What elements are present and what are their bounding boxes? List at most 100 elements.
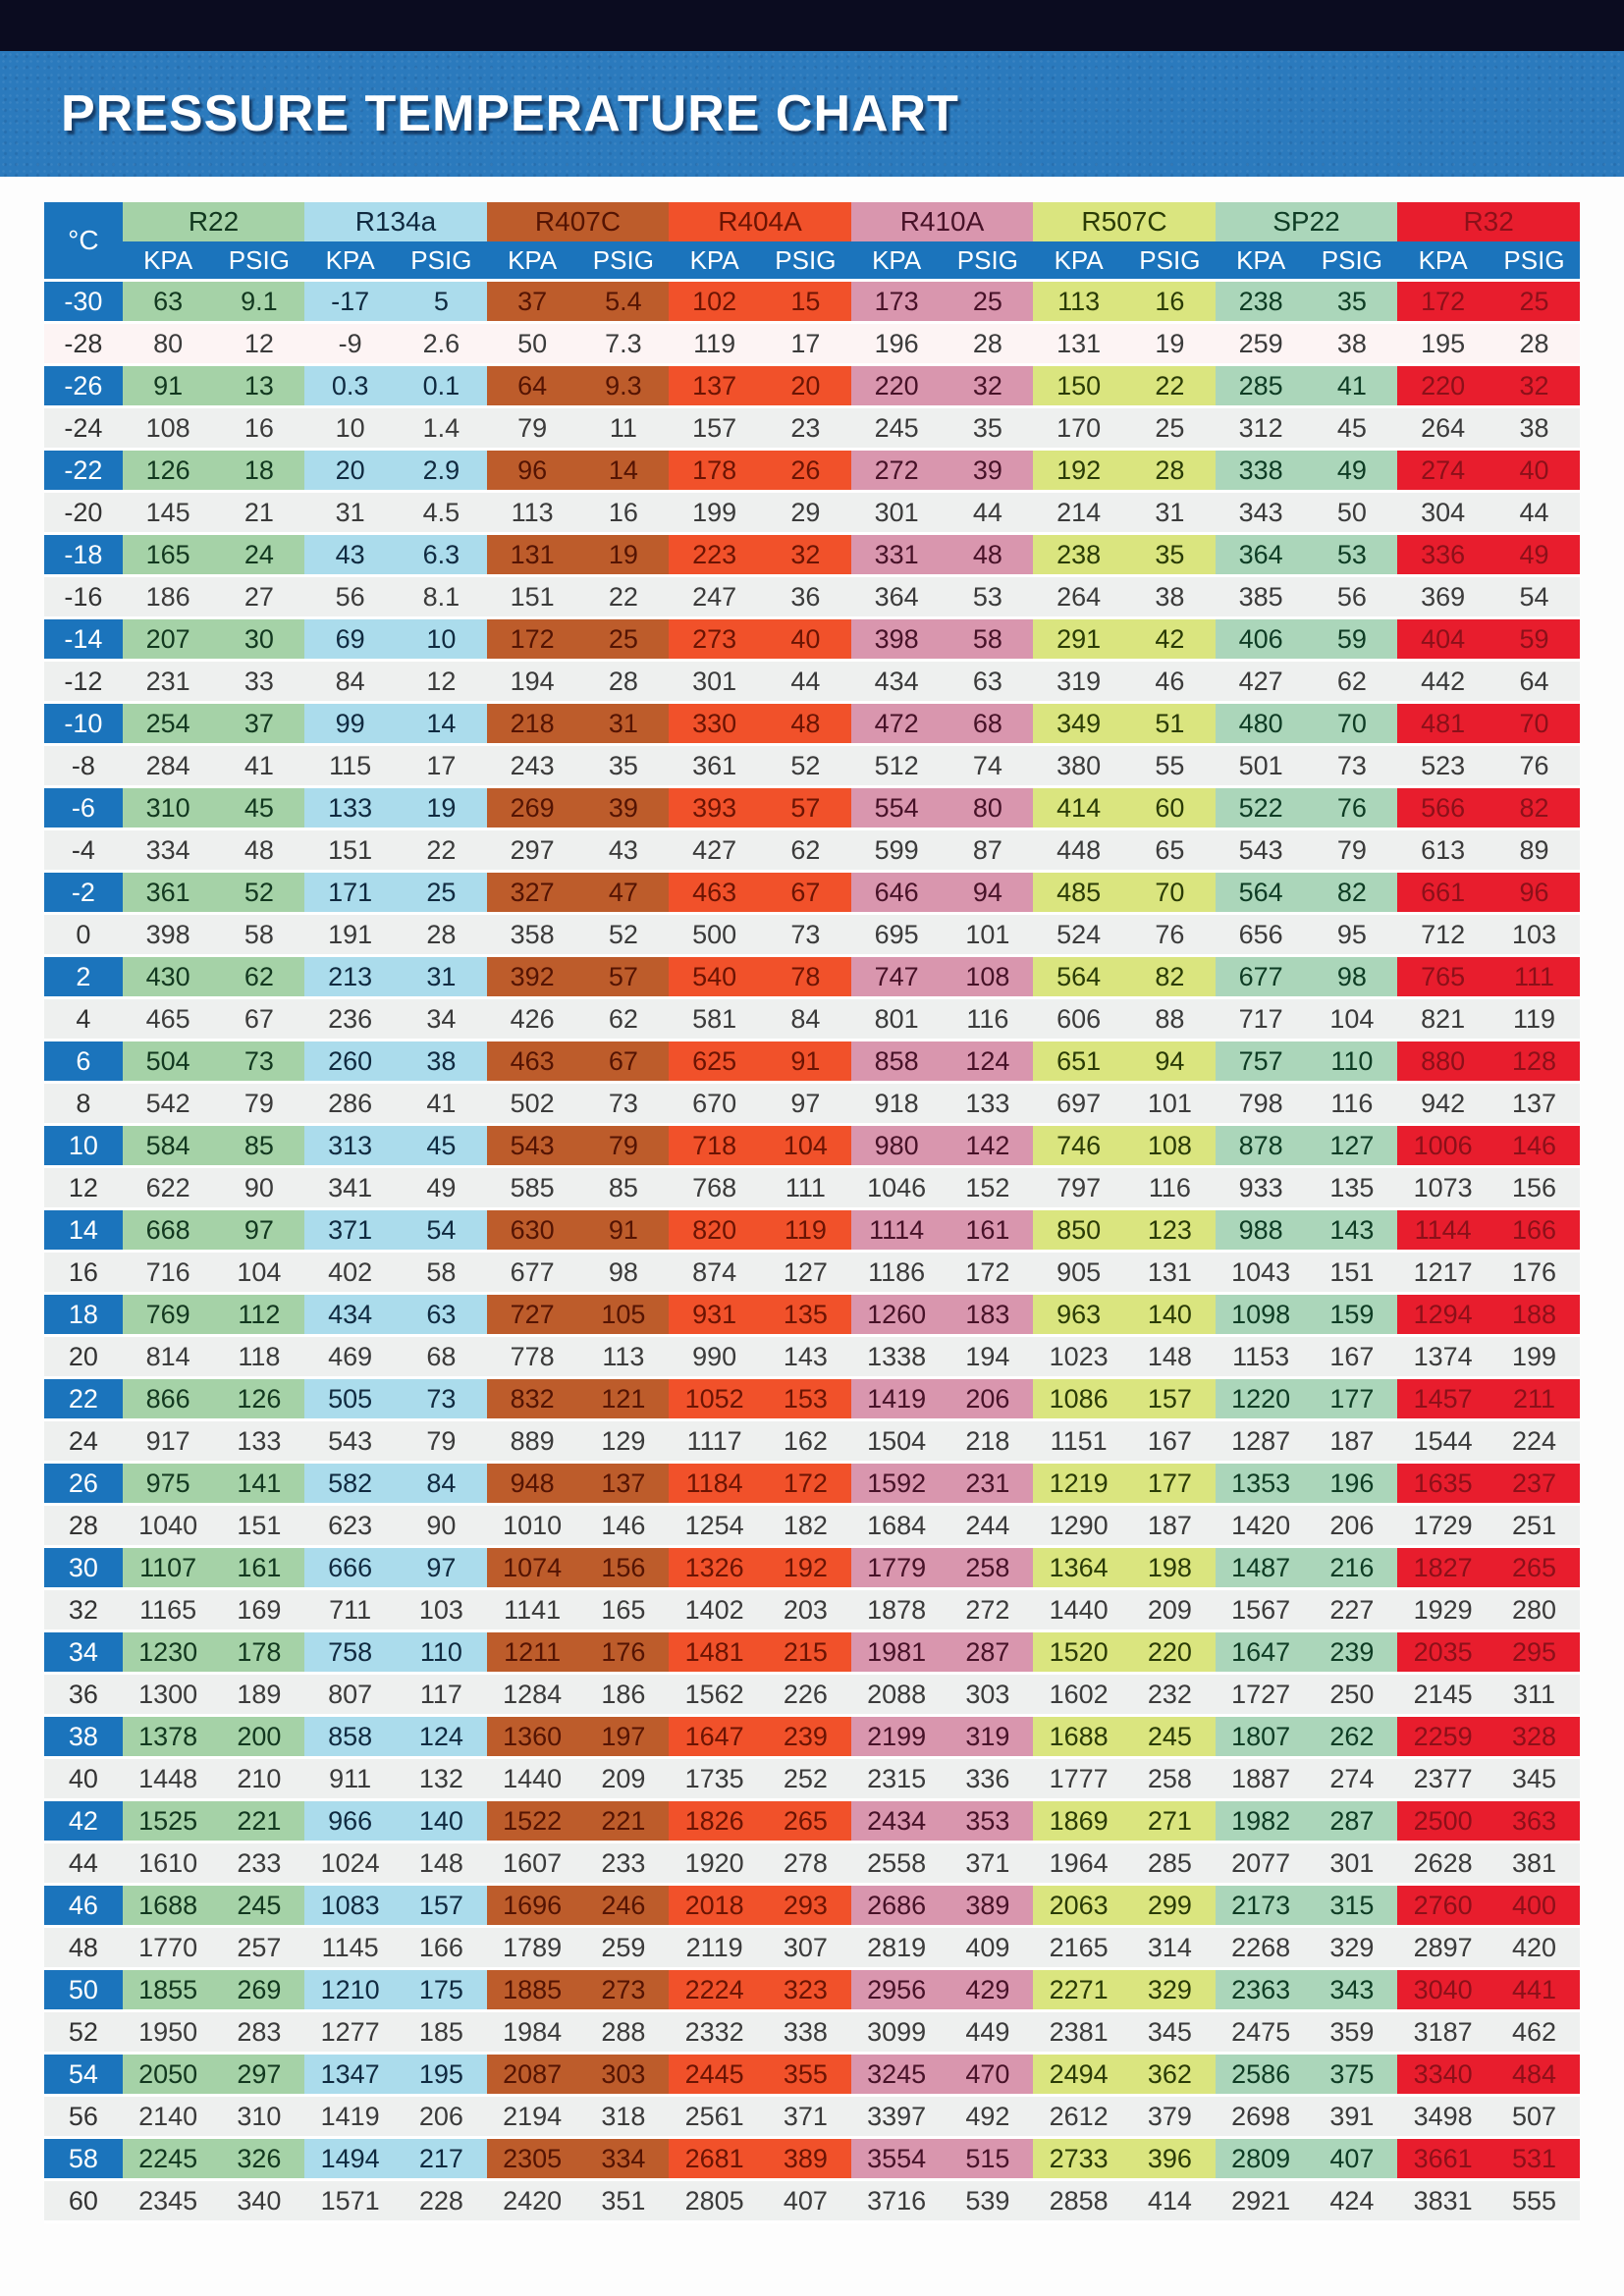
temp-cell: 26: [44, 1462, 123, 1506]
value-cell: 206: [396, 2095, 487, 2139]
table-row: 24 917 133 543 79 889 129 1117 162 1504 218 1151 167…: [44, 1419, 1580, 1464]
value-cell: 543: [486, 1124, 578, 1168]
value-cell: 2921: [1215, 2179, 1307, 2223]
value-cell: 63: [122, 280, 214, 324]
value-cell: 189: [213, 1673, 305, 1717]
value-cell: 2268: [1215, 1926, 1307, 1970]
value-cell: 630: [486, 1208, 578, 1253]
value-cell: 35: [577, 744, 670, 788]
value-cell: 2259: [1397, 1715, 1489, 1759]
value-cell: 375: [1306, 2053, 1398, 2097]
value-cell: 304: [1397, 491, 1489, 535]
table-row: -28 80 12 -9 2.6 50 7.3 119 17 196 28 131 19 259 38 195…: [44, 322, 1580, 366]
value-cell: 22: [396, 828, 487, 873]
value-cell: 51: [1124, 702, 1216, 746]
temp-cell: -4: [44, 828, 123, 873]
value-cell: 1151: [1033, 1419, 1124, 1464]
value-cell: 1602: [1033, 1673, 1124, 1717]
value-cell: 226: [760, 1673, 851, 1717]
refrigerant-header-R22: R22: [122, 202, 305, 241]
value-cell: 311: [1489, 1673, 1580, 1717]
table-row: -16 186 27 56 8.1 151 22 247 36 364 53 264 38 385 56 36…: [44, 575, 1580, 619]
value-cell: 22: [1124, 364, 1216, 408]
table-row: -26 91 13 0.3 0.1 64 9.3 137 20 220 32 150 22 285 41 22…: [44, 364, 1580, 408]
refrigerant-header-R404A: R404A: [669, 202, 851, 241]
value-cell: 218: [486, 702, 578, 746]
table-header: °C R22 R134a R407C R404A R410A R507C SP22 R32 KP…: [44, 202, 1580, 282]
value-cell: 492: [942, 2095, 1034, 2139]
value-cell: 582: [304, 1462, 396, 1506]
value-cell: 192: [760, 1546, 851, 1590]
value-cell: 99: [304, 702, 396, 746]
value-cell: 14: [577, 449, 670, 493]
value-cell: 172: [760, 1462, 851, 1506]
value-cell: 133: [304, 786, 396, 830]
value-cell: 622: [122, 1166, 214, 1210]
value-cell: 1981: [850, 1630, 943, 1675]
value-cell: 480: [1215, 702, 1307, 746]
value-cell: 623: [304, 1504, 396, 1548]
value-cell: 28: [396, 913, 487, 957]
value-cell: 2332: [669, 2010, 760, 2055]
temp-cell: -10: [44, 702, 123, 746]
value-cell: 24: [213, 533, 305, 577]
table-row: -12 231 33 84 12 194 28 301 44 434 63 319 46 427 62 442…: [44, 660, 1580, 704]
value-cell: 625: [669, 1040, 760, 1084]
value-cell: 651: [1033, 1040, 1124, 1084]
value-cell: 2475: [1215, 2010, 1307, 2055]
value-cell: 1440: [1033, 1588, 1124, 1632]
value-cell: 434: [850, 660, 943, 704]
value-cell: 515: [942, 2137, 1034, 2181]
table-row: -6 310 45 133 19 269 39 393 57 554 80 414 60 522 76 566…: [44, 786, 1580, 830]
value-cell: 2271: [1033, 1968, 1124, 2012]
unit-header-SP22-PSIG: PSIG: [1306, 241, 1398, 282]
value-cell: 404: [1397, 617, 1489, 662]
value-cell: 2140: [122, 2095, 214, 2139]
value-cell: 199: [669, 491, 760, 535]
temp-cell: -2: [44, 871, 123, 915]
unit-header-R507C-PSIG: PSIG: [1124, 241, 1216, 282]
value-cell: 102: [669, 280, 760, 324]
value-cell: 52: [577, 913, 670, 957]
value-cell: 220: [1124, 1630, 1216, 1675]
value-cell: 1184: [669, 1462, 760, 1506]
value-cell: 260: [304, 1040, 396, 1084]
value-cell: 1920: [669, 1842, 760, 1886]
value-cell: 119: [669, 322, 760, 366]
value-cell: 2561: [669, 2095, 760, 2139]
value-cell: 224: [1489, 1419, 1580, 1464]
table-row: 0 398 58 191 28 358 52 500 73 695 101 524 76 656 95 712…: [44, 913, 1580, 957]
value-cell: 54: [396, 1208, 487, 1253]
value-cell: 402: [304, 1251, 396, 1295]
value-cell: 874: [669, 1251, 760, 1295]
value-cell: 38: [1489, 406, 1580, 451]
value-cell: 975: [122, 1462, 214, 1506]
value-cell: 115: [304, 744, 396, 788]
value-cell: 1688: [122, 1884, 214, 1928]
value-cell: 677: [486, 1251, 578, 1295]
value-cell: 126: [213, 1377, 305, 1421]
table-row: 42 1525 221 966 140 1522 221 1826 265 2434 353 1869…: [44, 1799, 1580, 1843]
value-cell: 67: [213, 997, 305, 1041]
temp-cell: -18: [44, 533, 123, 577]
value-cell: 49: [396, 1166, 487, 1210]
value-cell: 19: [577, 533, 670, 577]
value-cell: 79: [486, 406, 578, 451]
value-cell: 113: [1033, 280, 1124, 324]
value-cell: 540: [669, 955, 760, 999]
value-cell: 104: [1306, 997, 1398, 1041]
temp-cell: 60: [44, 2179, 123, 2223]
value-cell: 334: [122, 828, 214, 873]
value-cell: 832: [486, 1377, 578, 1421]
value-cell: 211: [1489, 1377, 1580, 1421]
temp-cell: 52: [44, 2010, 123, 2055]
value-cell: 38: [1306, 322, 1398, 366]
value-cell: 1610: [122, 1842, 214, 1886]
value-cell: 379: [1124, 2095, 1216, 2139]
value-cell: 4.5: [396, 491, 487, 535]
value-cell: 2377: [1397, 1757, 1489, 1801]
value-cell: 1607: [486, 1842, 578, 1886]
value-cell: 345: [1489, 1757, 1580, 1801]
value-cell: 59: [1306, 617, 1398, 662]
value-cell: 318: [577, 2095, 670, 2139]
